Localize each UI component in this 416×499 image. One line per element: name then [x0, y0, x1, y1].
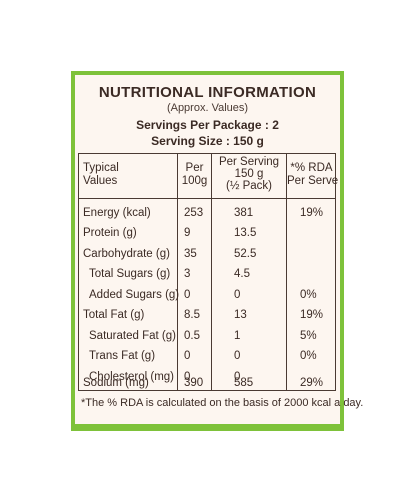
nutrient-name: Cholesterol (mg) — [89, 371, 174, 383]
per-serving-value: 585 — [234, 377, 254, 389]
per-serving-value: 0 — [234, 371, 241, 383]
nutrient-name: Trans Fat (g) — [89, 350, 156, 362]
rda-value: 5% — [300, 330, 317, 342]
rda-value: 0% — [300, 289, 317, 301]
nutrient-name: Total Sugars (g) — [89, 268, 171, 280]
nutrient-name: Total Fat (g) — [83, 309, 145, 321]
servings-per-package: Servings Per Package : 2 — [136, 118, 279, 132]
column-divider — [211, 154, 212, 390]
rda-value: 19% — [300, 309, 324, 321]
header-divider — [78, 198, 336, 199]
rda-value: 19% — [300, 207, 324, 219]
nutrient-name: Sodium (mg) — [83, 377, 149, 389]
header-rda-line1: *% RDA — [290, 162, 333, 174]
rda-footnote: *The % RDA is calculated on the basis of… — [81, 397, 364, 409]
per100-value: 9 — [184, 227, 191, 239]
header-rda-line2: Per Serve — [287, 175, 339, 187]
header-typical-line2: Values — [83, 175, 118, 187]
rda-value: 0% — [300, 350, 317, 362]
per100-value: 35 — [184, 248, 197, 260]
header-per-serving-line3: (½ Pack) — [225, 180, 272, 192]
label-title: NUTRITIONAL INFORMATION — [98, 84, 317, 101]
per100-value: 0 — [184, 371, 191, 383]
per100-value: 390 — [184, 377, 204, 389]
column-divider — [177, 154, 178, 390]
column-divider — [286, 154, 287, 390]
header-per-serving-line2: 150 g — [234, 168, 264, 180]
header-per-serving-line1: Per Serving — [218, 156, 280, 168]
header-per100-line1: Per — [185, 162, 204, 174]
nutrition-table: Typical Values Per 100g Per Serving 150 … — [78, 153, 339, 391]
per-serving-value: 0 — [234, 350, 241, 362]
per100-value: 3 — [184, 268, 191, 280]
per-serving-value: 1 — [234, 330, 241, 342]
header-typical-line1: Typical — [83, 162, 119, 174]
per-serving-value: 0 — [234, 289, 241, 301]
per100-value: 0.5 — [184, 330, 200, 342]
per-serving-value: 4.5 — [234, 268, 250, 280]
table-border-right — [335, 154, 336, 390]
header-per100-line2: 100g — [181, 175, 208, 187]
nutrient-name: Energy (kcal) — [83, 207, 151, 219]
nutrient-name: Saturated Fat (g) — [89, 330, 176, 342]
serving-size: Serving Size : 150 g — [151, 134, 264, 148]
per-serving-value: 13.5 — [234, 227, 257, 239]
per100-value: 0 — [184, 289, 191, 301]
table-border-left — [78, 154, 79, 390]
nutrient-name: Added Sugars (g) — [89, 289, 180, 301]
nutrition-label: NUTRITIONAL INFORMATION (Approx. Values)… — [71, 71, 363, 431]
per100-value: 8.5 — [184, 309, 200, 321]
nutrient-name: Protein (g) — [83, 227, 137, 239]
rda-value: 29% — [300, 377, 324, 389]
per-serving-value: 52.5 — [234, 248, 257, 260]
per-serving-value: 381 — [234, 207, 254, 219]
per-serving-value: 13 — [234, 309, 247, 321]
per100-value: 253 — [184, 207, 204, 219]
approx-values-note: (Approx. Values) — [166, 102, 249, 114]
nutrient-name: Carbohydrate (g) — [83, 248, 170, 260]
per100-value: 0 — [184, 350, 191, 362]
